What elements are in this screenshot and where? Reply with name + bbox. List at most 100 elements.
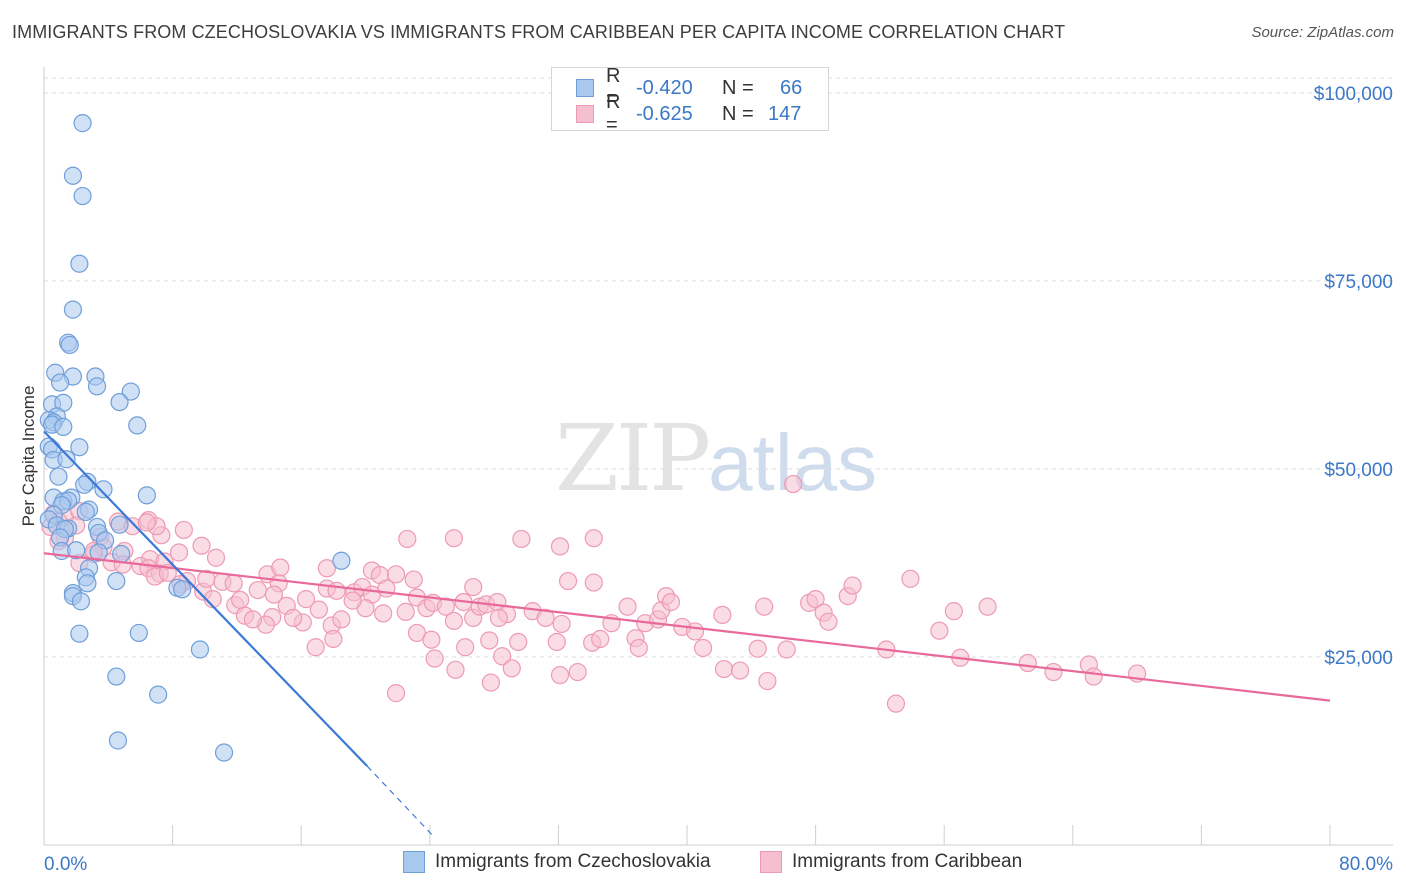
czechoslovakia-point: [63, 300, 83, 319]
czechoslovakia-point: [149, 685, 168, 704]
caribbean-point: [843, 576, 862, 595]
czechoslovakia-point: [137, 486, 156, 505]
caribbean-point: [777, 640, 796, 659]
caribbean-point: [489, 608, 509, 628]
caribbean-point: [377, 579, 396, 598]
legend-swatch-caribbean: [576, 105, 594, 123]
caribbean-point: [755, 597, 774, 616]
caribbean-point: [1084, 667, 1103, 686]
caribbean-point: [584, 529, 603, 548]
caribbean-point: [398, 529, 417, 549]
caribbean-point: [806, 590, 825, 609]
x-tick-label: 80.0%: [1339, 854, 1393, 875]
caribbean-point: [944, 602, 963, 621]
czechoslovakia-point: [73, 186, 92, 206]
caribbean-point: [284, 608, 303, 628]
czechoslovakia-point: [129, 623, 148, 643]
caribbean-point: [174, 520, 193, 540]
legend-r-label: R =: [606, 65, 621, 110]
czechoslovakia-point: [108, 731, 128, 750]
czechoslovakia-point: [110, 515, 129, 534]
caribbean-point: [730, 661, 750, 680]
caribbean-point: [819, 612, 838, 631]
caribbean-point: [714, 659, 734, 679]
caribbean-point: [309, 600, 328, 619]
legend-r-label: R =: [606, 91, 621, 136]
czechoslovakia-trend-extension: [366, 765, 436, 838]
czechoslovakia-point: [332, 551, 351, 570]
caribbean-point: [886, 694, 906, 713]
czechoslovakia-point: [107, 667, 126, 686]
caribbean-point: [713, 605, 732, 625]
caribbean-point: [404, 570, 423, 589]
legend-r-value: -0.420: [636, 76, 693, 99]
czechoslovakia-point: [112, 544, 131, 564]
czechoslovakia-point: [128, 416, 147, 435]
source-credit: Source: ZipAtlas.com: [1251, 24, 1394, 41]
caribbean-trend-line: [43, 552, 1331, 702]
legend-item-czechoslovakia: Immigrants from Czechoslovakia: [403, 851, 711, 873]
caribbean-point: [901, 569, 920, 588]
czechoslovakia-point: [49, 467, 68, 486]
caribbean-point: [296, 590, 316, 609]
caribbean-point: [783, 474, 803, 494]
caribbean-point: [248, 580, 267, 600]
x-tick-label: 0.0%: [44, 854, 87, 875]
czechoslovakia-point: [57, 450, 76, 469]
legend-label-czechoslovakia: Immigrants from Czechoslovakia: [435, 851, 711, 872]
caribbean-point: [512, 529, 531, 549]
czechoslovakia-point: [107, 571, 126, 591]
caribbean-point: [444, 611, 464, 631]
caribbean-point: [192, 536, 211, 555]
caribbean-point: [502, 659, 521, 678]
caribbean-point: [618, 597, 637, 616]
caribbean-point: [509, 632, 528, 652]
czechoslovakia-point: [87, 377, 107, 396]
caribbean-point: [206, 548, 226, 567]
legend-n-label: N =: [722, 76, 754, 99]
legend-n-value: 66: [780, 76, 803, 99]
caribbean-point: [1044, 662, 1063, 682]
caribbean-point: [550, 665, 570, 685]
czechoslovakia-point: [173, 580, 192, 599]
caribbean-point: [685, 622, 705, 641]
legend-swatch-czechoslovakia: [576, 79, 594, 97]
czechoslovakia-point: [70, 624, 89, 643]
caribbean-point: [493, 647, 512, 666]
czechoslovakia-point: [214, 743, 234, 762]
gridlines: [44, 77, 1393, 658]
legend-swatch-caribbean: [760, 851, 782, 873]
series-legend: Immigrants from Czechoslovakia Immigrant…: [0, 851, 1406, 879]
caribbean-point: [386, 684, 406, 703]
caribbean-point: [324, 629, 343, 649]
chart-title: IMMIGRANTS FROM CZECHOSLOVAKIA VS IMMIGR…: [12, 22, 1066, 42]
caribbean-point: [748, 639, 767, 658]
caribbean-point: [444, 529, 464, 548]
legend-row-caribbean: R = -0.625 N = 147: [552, 91, 801, 136]
caribbean-point: [693, 638, 713, 658]
y-tick-label: $50,000: [1324, 460, 1393, 481]
czechoslovakia-point: [190, 640, 210, 659]
czechoslovakia-point: [110, 392, 129, 412]
caribbean-point: [271, 558, 290, 577]
caribbean-point: [629, 638, 648, 658]
caribbean-point: [758, 671, 777, 691]
tick-labels: $25,000 $50,000 $75,000 $100,000 0.0% 80.0%: [44, 84, 1393, 875]
caribbean-point: [591, 629, 610, 649]
czechoslovakia-point: [73, 114, 92, 133]
caribbean-point: [327, 581, 346, 600]
caribbean-point: [550, 537, 570, 556]
caribbean-point: [306, 638, 325, 657]
czechoslovakia-point: [63, 166, 83, 185]
caribbean-point: [425, 649, 444, 668]
legend-swatch-czechoslovakia: [403, 851, 425, 873]
y-tick-label: $25,000: [1324, 648, 1393, 669]
caribbean-point: [436, 597, 455, 616]
caribbean-point: [456, 638, 475, 657]
y-tick-label: $75,000: [1324, 272, 1393, 293]
caribbean-point: [343, 591, 362, 610]
caribbean-point: [446, 660, 465, 679]
czechoslovakia-point: [70, 438, 89, 457]
y-tick-label: $100,000: [1314, 84, 1393, 105]
